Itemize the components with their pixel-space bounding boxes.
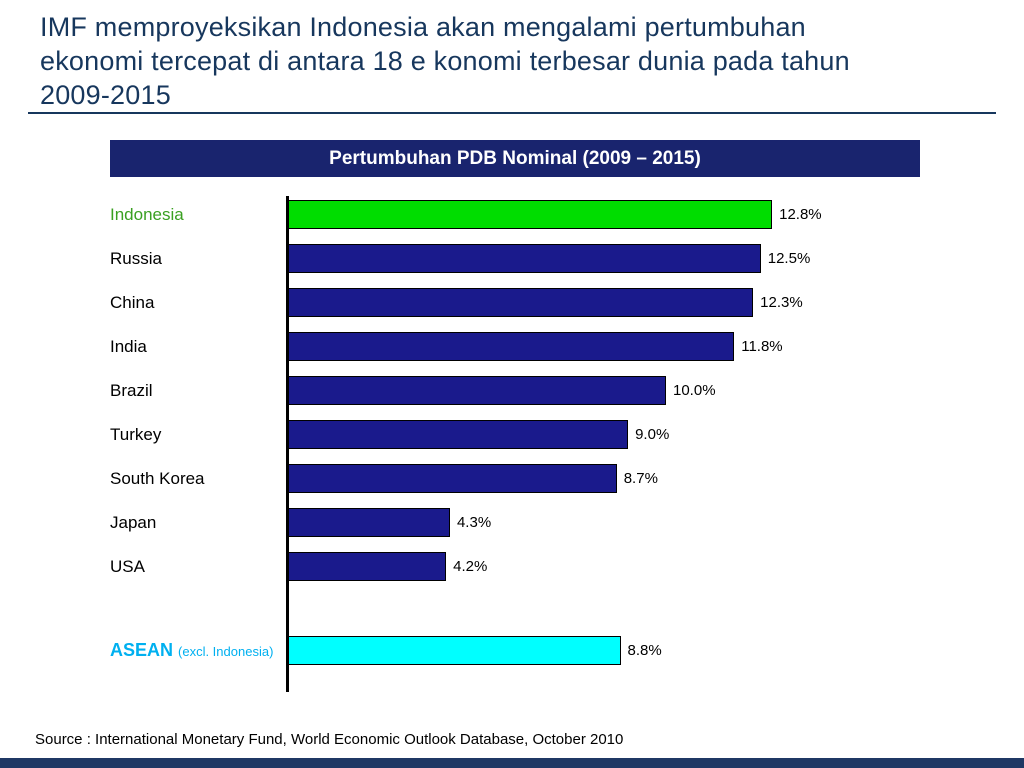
bar-indonesia (287, 200, 773, 229)
bar-russia (287, 244, 761, 273)
category-label: Japan (110, 513, 157, 532)
page-title: IMF memproyeksikan Indonesia akan mengal… (40, 10, 1000, 112)
value-label: 8.7% (623, 470, 658, 487)
bar-china (287, 288, 754, 317)
chart-row: Indonesia 12.8% (110, 200, 1000, 229)
bar-chart: Indonesia 12.8% Russia 12.5% China 12.3% India… (110, 200, 1000, 680)
value-label: 4.3% (456, 514, 492, 531)
category-label: USA (110, 557, 145, 576)
bar-asean (287, 636, 621, 665)
title-divider (28, 112, 996, 114)
category-label: South Korea (110, 469, 205, 488)
bar-usa (287, 552, 447, 581)
category-label: Russia (110, 249, 162, 268)
value-label: 12.8% (779, 206, 822, 223)
bar-south-korea (287, 464, 617, 493)
chart-row: Turkey 9.0% (110, 420, 1000, 449)
chart-title-text: Pertumbuhan PDB Nominal (2009 – 2015) (329, 147, 701, 169)
category-label: Brazil (110, 381, 153, 400)
chart-title-banner: Pertumbuhan PDB Nominal (2009 – 2015) (110, 140, 920, 177)
page-title-line-3: 2009-2015 (40, 80, 171, 110)
chart-row: ASEAN (excl. Indonesia) 8.8% (110, 636, 1000, 665)
bar-brazil (287, 376, 666, 405)
footer-strip (0, 758, 1024, 768)
page-title-line-2: ekonomi tercepat di antara 18 e konomi t… (40, 46, 850, 76)
value-label: 11.8% (741, 338, 783, 355)
value-label: 9.0% (635, 426, 670, 443)
category-label: India (110, 337, 147, 356)
bar-india (287, 332, 735, 361)
chart-row: USA 4.2% (110, 552, 1000, 581)
category-label: Indonesia (110, 205, 184, 224)
chart-axis-line (286, 196, 289, 692)
bar-japan (287, 508, 450, 537)
source-note: Source : International Monetary Fund, Wo… (35, 731, 624, 748)
category-label: Turkey (110, 425, 162, 444)
value-label: 4.2% (453, 558, 488, 575)
chart-row: China 12.3% (110, 288, 1000, 317)
chart-row: South Korea 8.7% (110, 464, 1000, 493)
chart-row: India 11.8% (110, 332, 1000, 361)
value-label: 12.5% (767, 250, 811, 267)
category-label: ASEAN (excl. Indonesia) (110, 639, 274, 660)
chart-row: Japan 4.3% (110, 508, 1000, 537)
chart-row: Russia 12.5% (110, 244, 1000, 273)
category-label: China (110, 293, 155, 312)
value-label: 10.0% (673, 382, 716, 399)
value-label: 8.8% (627, 642, 662, 659)
chart-row: Brazil 10.0% (110, 376, 1000, 405)
value-label: 12.3% (760, 294, 803, 311)
page-title-line-1: IMF memproyeksikan Indonesia akan mengal… (40, 12, 806, 42)
bar-turkey (287, 420, 629, 449)
